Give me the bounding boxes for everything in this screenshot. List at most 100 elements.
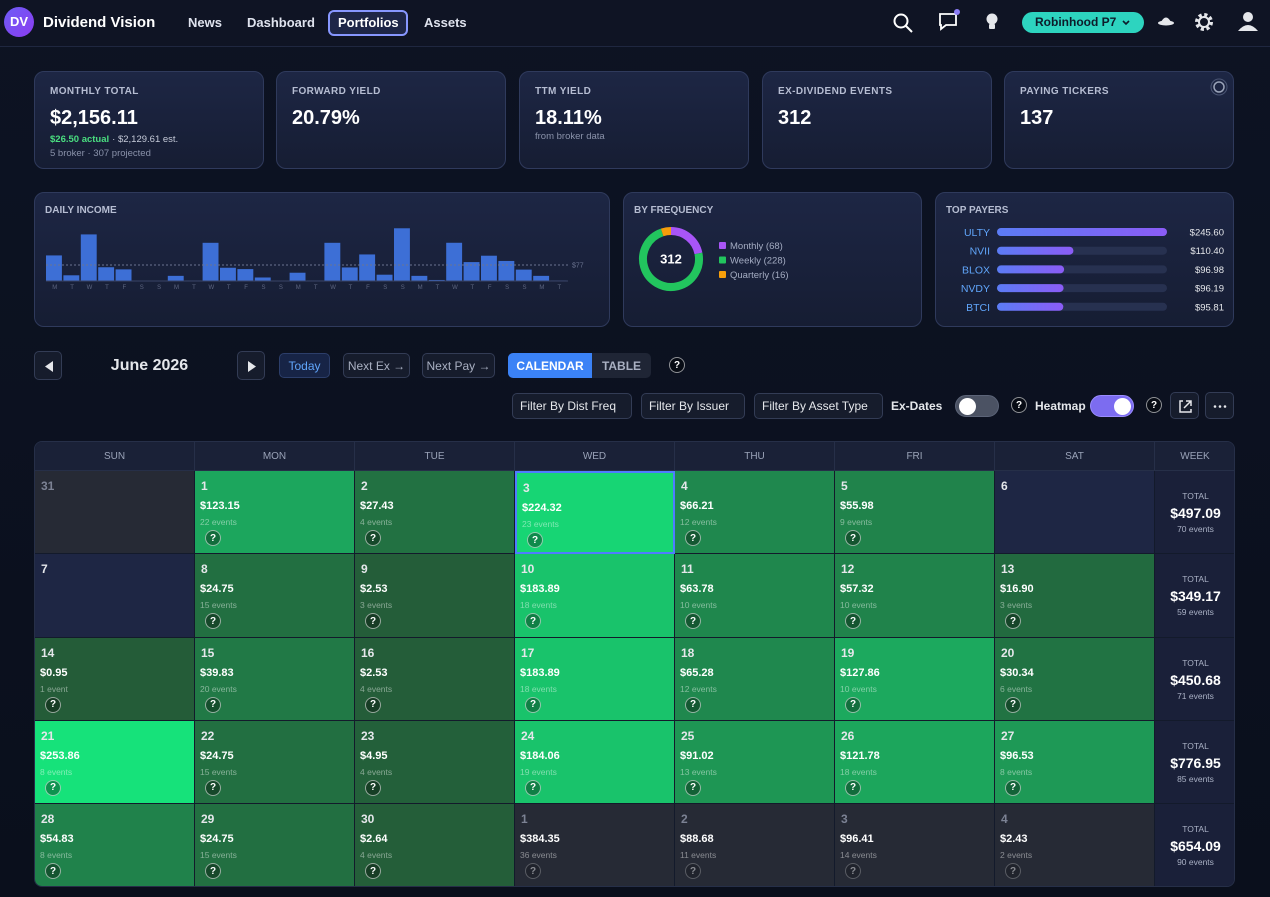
estimate-amount: · $2,129.61 est.	[112, 134, 179, 145]
day-events: 10 events	[840, 600, 877, 611]
day-cell[interactable]: 6	[995, 471, 1155, 555]
day-cell[interactable]: 28 $54.83 8 events?	[35, 804, 195, 886]
day-help-icon[interactable]: ?	[1005, 613, 1021, 630]
ideas-icon[interactable]	[986, 13, 998, 30]
day-help-icon[interactable]: ?	[845, 613, 861, 630]
day-help-icon[interactable]: ?	[1005, 696, 1021, 713]
day-help-icon[interactable]: ?	[685, 863, 701, 880]
day-cell[interactable]: 31	[35, 471, 195, 555]
day-help-icon[interactable]: ?	[205, 696, 221, 713]
donut-segment	[670, 227, 703, 255]
next-pay-button[interactable]: Next Pay →	[422, 353, 495, 378]
day-help-icon[interactable]: ?	[845, 863, 861, 880]
day-cell[interactable]: 7	[35, 554, 195, 638]
day-cell[interactable]: 3 $96.41 14 events?	[835, 804, 995, 886]
day-cell[interactable]: 1 $384.35 36 events?	[515, 804, 675, 886]
search-icon[interactable]	[893, 13, 913, 33]
day-help-icon[interactable]: ?	[365, 613, 381, 630]
filter-dropdown[interactable]: Filter By Asset Type	[754, 393, 883, 419]
day-help-icon[interactable]: ?	[205, 779, 221, 796]
day-cell[interactable]: 11 $63.78 10 events?	[675, 554, 835, 638]
day-cell[interactable]: 3 $224.32 23 events?	[515, 471, 675, 555]
day-help-icon[interactable]: ?	[525, 863, 541, 880]
day-help-icon[interactable]: ?	[205, 530, 221, 546]
day-cell[interactable]: 2 $27.43 4 events?	[355, 471, 515, 555]
day-cell[interactable]: 23 $4.95 4 events?	[355, 720, 515, 805]
day-cell[interactable]: 12 $57.32 10 events?	[835, 554, 995, 638]
day-cell[interactable]: 14 $0.95 1 event?	[35, 637, 195, 721]
week-total-cell: TOTAL $497.09 70 events	[1155, 471, 1234, 555]
day-cell[interactable]: 26 $121.78 18 events?	[835, 720, 995, 805]
next-month-button[interactable]	[237, 351, 265, 380]
day-help-icon[interactable]: ?	[45, 696, 61, 713]
day-help-icon[interactable]: ?	[365, 696, 381, 713]
day-help-icon[interactable]: ?	[525, 696, 541, 713]
day-cell[interactable]: 19 $127.86 10 events?	[835, 637, 995, 721]
prev-month-button[interactable]	[34, 351, 62, 380]
help-icon[interactable]: ?	[1011, 397, 1027, 413]
day-help-icon[interactable]: ?	[685, 613, 701, 630]
ex-dates-toggle[interactable]	[955, 395, 999, 417]
view-tab[interactable]: CALENDAR	[508, 353, 592, 378]
day-help-icon[interactable]: ?	[685, 696, 701, 713]
day-help-icon[interactable]: ?	[1005, 779, 1021, 796]
hat-icon[interactable]	[1158, 17, 1174, 26]
open-external-button[interactable]	[1170, 392, 1199, 419]
settings-icon[interactable]	[1195, 13, 1213, 31]
day-cell[interactable]: 24 $184.06 19 events?	[515, 720, 675, 805]
day-help-icon[interactable]: ?	[205, 613, 221, 630]
day-cell[interactable]: 5 $55.98 9 events?	[835, 471, 995, 555]
day-cell[interactable]: 25 $91.02 13 events?	[675, 720, 835, 805]
day-cell[interactable]: 15 $39.83 20 events?	[195, 637, 355, 721]
more-button[interactable]	[1205, 392, 1234, 419]
view-tab[interactable]: TABLE	[592, 353, 651, 378]
day-help-icon[interactable]: ?	[527, 532, 543, 548]
messages-icon[interactable]	[939, 9, 960, 31]
day-help-icon[interactable]: ?	[1005, 863, 1021, 880]
filter-dropdown[interactable]: Filter By Issuer	[641, 393, 745, 419]
day-help-icon[interactable]: ?	[45, 863, 61, 880]
account-selector[interactable]: Robinhood P7	[1022, 12, 1144, 33]
day-cell[interactable]: 16 $2.53 4 events?	[355, 637, 515, 721]
day-cell[interactable]: 27 $96.53 8 events?	[995, 720, 1155, 805]
day-cell[interactable]: 2 $88.68 11 events?	[675, 804, 835, 886]
day-cell[interactable]: 29 $24.75 15 events?	[195, 804, 355, 886]
day-cell[interactable]: 13 $16.90 3 events?	[995, 554, 1155, 638]
day-cell[interactable]: 21 $253.86 8 events?	[35, 720, 195, 805]
day-help-icon[interactable]: ?	[45, 779, 61, 796]
help-icon[interactable]: ?	[669, 357, 685, 373]
day-cell[interactable]: 9 $2.53 3 events?	[355, 554, 515, 638]
nav-link[interactable]: News	[188, 15, 222, 30]
help-icon[interactable]: ?	[1146, 397, 1162, 413]
day-help-icon[interactable]: ?	[845, 696, 861, 713]
next-ex-button[interactable]: Next Ex →	[343, 353, 410, 378]
day-help-icon[interactable]: ?	[845, 530, 861, 546]
day-help-icon[interactable]: ?	[685, 530, 701, 546]
day-cell[interactable]: 20 $30.34 6 events?	[995, 637, 1155, 721]
nav-link[interactable]: Portfolios	[338, 15, 399, 30]
day-help-icon[interactable]: ?	[845, 779, 861, 796]
day-cell[interactable]: 4 $2.43 2 events?	[995, 804, 1155, 886]
day-help-icon[interactable]: ?	[365, 863, 381, 880]
day-help-icon[interactable]: ?	[685, 779, 701, 796]
nav-link[interactable]: Dashboard	[247, 15, 315, 30]
day-help-icon[interactable]: ?	[525, 779, 541, 796]
day-cell[interactable]: 30 $2.64 4 events?	[355, 804, 515, 886]
day-cell[interactable]: 22 $24.75 15 events?	[195, 720, 355, 805]
day-cell[interactable]: 4 $66.21 12 events?	[675, 471, 835, 555]
day-cell[interactable]: 10 $183.89 18 events?	[515, 554, 675, 638]
external-icon	[1179, 400, 1192, 413]
day-help-icon[interactable]: ?	[365, 779, 381, 796]
profile-icon[interactable]	[1238, 12, 1258, 31]
day-cell[interactable]: 8 $24.75 15 events?	[195, 554, 355, 638]
day-cell[interactable]: 18 $65.28 12 events?	[675, 637, 835, 721]
nav-link[interactable]: Assets	[424, 15, 467, 30]
day-cell[interactable]: 17 $183.89 18 events?	[515, 637, 675, 721]
day-cell[interactable]: 1 $123.15 22 events?	[195, 471, 355, 555]
heatmap-toggle[interactable]	[1090, 395, 1134, 417]
today-button[interactable]: Today	[279, 353, 330, 378]
filter-dropdown[interactable]: Filter By Dist Freq	[512, 393, 632, 419]
day-help-icon[interactable]: ?	[525, 613, 541, 630]
day-help-icon[interactable]: ?	[205, 863, 221, 880]
day-help-icon[interactable]: ?	[365, 530, 381, 546]
